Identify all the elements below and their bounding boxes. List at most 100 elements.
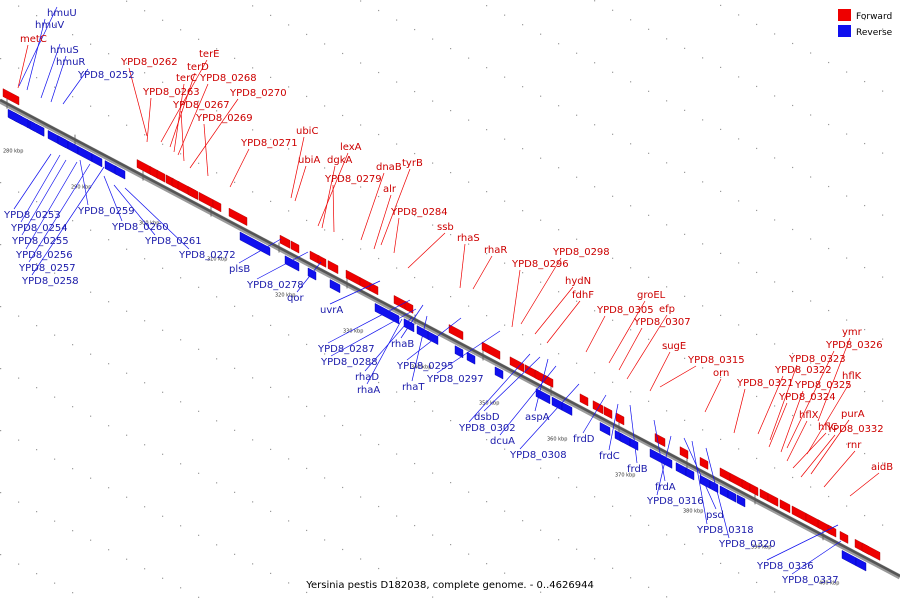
gene-hmuv-label[interactable]: hmuV [35, 20, 64, 31]
gene-ypd8-0324-label[interactable]: YPD8_0324 [778, 392, 836, 403]
gene-ypd8-0287-label[interactable]: YPD8_0287 [317, 344, 375, 355]
gene-ypd8-0307-label[interactable]: YPD8_0307 [633, 317, 691, 328]
gene-dcua-label[interactable]: dcuA [490, 436, 515, 447]
gene-frdd-label[interactable]: frdD [573, 434, 595, 445]
gene-efp-label[interactable]: efp [659, 304, 675, 315]
gene-ypd8-0256-label[interactable]: YPD8_0256 [15, 250, 73, 261]
gene-hflk-label[interactable]: hflK [842, 371, 862, 382]
gene-groel-label[interactable]: groEL [637, 290, 666, 301]
gene-ypd8-0272-leader [124, 187, 190, 250]
gene-ubia-leader [294, 165, 307, 202]
gene-ypd8-0302-label[interactable]: YPD8_0302 [458, 423, 516, 434]
gene-hmus-label[interactable]: hmuS [50, 45, 79, 56]
gene-hmur-label[interactable]: hmuR [56, 57, 85, 68]
gene-orn-label[interactable]: orn [713, 368, 729, 379]
gene-ypd8-0337-label[interactable]: YPD8_0337 [781, 575, 839, 586]
gene-dgka-label[interactable]: dgkA [327, 155, 352, 166]
gene-rhat-label[interactable]: rhaT [402, 382, 425, 393]
gene-tere-label[interactable]: terE [199, 49, 220, 60]
gene-ypd8-0258-label[interactable]: YPD8_0258 [21, 276, 79, 287]
gene-ypd8-0261-label[interactable]: YPD8_0261 [144, 236, 202, 247]
gene-rnr-label[interactable]: rnr [847, 440, 862, 451]
gene-terc-label[interactable]: terC [176, 73, 197, 84]
gene-ypd8-0252-label[interactable]: YPD8_0252 [77, 70, 135, 81]
gene-dsbd-label[interactable]: dsbD [474, 412, 500, 423]
gene-ypd8-0323-label[interactable]: YPD8_0323 [788, 354, 846, 365]
gene-hflc-label[interactable]: hflC [818, 422, 838, 433]
gene-ypd8-0269-label[interactable]: YPD8_0269 [195, 113, 253, 124]
gene-alr-label[interactable]: alr [383, 184, 397, 195]
gene-ypd8-0320-label[interactable]: YPD8_0320 [718, 539, 776, 550]
gene-suge-label[interactable]: sugE [662, 341, 686, 352]
gene-ypd8-0332-label[interactable]: YPD8_0332 [826, 424, 884, 435]
gene-ypd8-0316-label[interactable]: YPD8_0316 [646, 496, 704, 507]
gene-tyrb-label[interactable]: tyrB [402, 158, 423, 169]
gene-ypd8-0263-label[interactable]: YPD8_0263 [142, 87, 200, 98]
scale-tick-label: 380 kbp [683, 508, 703, 514]
gene-ypd8-0308-label[interactable]: YPD8_0308 [509, 450, 567, 461]
gene-ypd8-0315-label[interactable]: YPD8_0315 [687, 355, 745, 366]
grid-dot [252, 501, 254, 503]
gene-ypd8-0278-label[interactable]: YPD8_0278 [246, 280, 304, 291]
gene-frdb-label[interactable]: frdB [627, 464, 648, 475]
gene-ypd8-0260-label[interactable]: YPD8_0260 [111, 222, 169, 233]
gene-ypd8-0288-label[interactable]: YPD8_0288 [320, 357, 378, 368]
gene-ypd8-0279-label[interactable]: YPD8_0279 [324, 174, 382, 185]
gene-ypd8-0322-label[interactable]: YPD8_0322 [774, 365, 832, 376]
gene-ypd8-0305-label[interactable]: YPD8_0305 [596, 305, 654, 316]
grid-dot [306, 95, 308, 98]
gene-hydn-label[interactable]: hydN [565, 276, 591, 287]
gene-pura-label[interactable]: purA [841, 409, 865, 420]
gene-ymr-label[interactable]: ymr [842, 327, 863, 338]
grid-dot [450, 482, 452, 484]
gene-hmuu-label[interactable]: hmuU [47, 8, 77, 19]
gene-aidb-label[interactable]: aidB [871, 462, 893, 473]
gene-terd-label[interactable]: terD [187, 62, 209, 73]
gene-fdhf-label[interactable]: fdhF [572, 290, 594, 301]
gene-ypd8-0318-label[interactable]: YPD8_0318 [696, 525, 754, 536]
grid-dot [612, 505, 614, 507]
gene-ypd8-0297-label[interactable]: YPD8_0297 [426, 374, 484, 385]
gene-rhaa-label[interactable]: rhaA [357, 385, 380, 396]
gene-ypd8-0336-label[interactable]: YPD8_0336 [756, 561, 814, 572]
gene-ypd8-0296-label[interactable]: YPD8_0296 [511, 259, 569, 270]
gene-ypd8-0284-label[interactable]: YPD8_0284 [390, 207, 448, 218]
gene-rhas-label[interactable]: rhaS [457, 233, 480, 244]
grid-dot [540, 33, 542, 35]
gene-ypd8-0267-label[interactable]: YPD8_0267 [172, 100, 230, 111]
gene-ypd8-0271-label[interactable]: YPD8_0271 [240, 138, 298, 149]
gene-plsb-label[interactable]: plsB [229, 264, 250, 275]
gene-rhad-label[interactable]: rhaD [355, 372, 379, 383]
gene-ypd8-0295-label[interactable]: YPD8_0295 [396, 361, 454, 372]
gene-hflx-label[interactable]: hflX [799, 410, 819, 421]
gene-frdc-label[interactable]: frdC [599, 451, 620, 462]
gene-ypd8-0270-label[interactable]: YPD8_0270 [229, 88, 287, 99]
gene-ypd8-0254-label[interactable]: YPD8_0254 [10, 223, 68, 234]
gene-ypd8-0259-label[interactable]: YPD8_0259 [77, 206, 135, 217]
gene-ypd8-0272-label[interactable]: YPD8_0272 [178, 250, 236, 261]
gene-metc-label[interactable]: metC [20, 34, 47, 45]
gene-ypd8-0268-label[interactable]: YPD8_0268 [199, 73, 257, 84]
gene-ypd8-0255-label[interactable]: YPD8_0255 [11, 236, 69, 247]
gene-ypd8-0257-label[interactable]: YPD8_0257 [18, 263, 76, 274]
gene-ypd8-0262-label[interactable]: YPD8_0262 [120, 57, 178, 68]
gene-ubic-label[interactable]: ubiC [296, 126, 318, 137]
gene-ypd8-0253-label[interactable]: YPD8_0253 [3, 210, 61, 221]
gene-rhab-label[interactable]: rhaB [391, 339, 414, 350]
gene-ypd8-0325-label[interactable]: YPD8_0325 [794, 380, 852, 391]
grid-dot [432, 38, 434, 40]
gene-ypd8-0326-label[interactable]: YPD8_0326 [825, 340, 883, 351]
gene-qor-label[interactable]: qor [287, 293, 304, 304]
gene-ypd8-0321-label[interactable]: YPD8_0321 [736, 378, 794, 389]
gene-aspa-label[interactable]: aspA [525, 412, 550, 423]
gene-psd-label[interactable]: psd [706, 510, 724, 521]
gene-lexa-label[interactable]: lexA [340, 142, 362, 153]
gene-uvra-label[interactable]: uvrA [320, 305, 343, 316]
gene-frda-label[interactable]: frdA [655, 482, 676, 493]
gene-ypd8-0298-label[interactable]: YPD8_0298 [552, 247, 610, 258]
gene-ssb-label[interactable]: ssb [437, 222, 454, 233]
gene-ubia-label[interactable]: ubiA [298, 155, 320, 166]
gene-ypd8-0259-feature [29, 120, 45, 137]
gene-dnab-label[interactable]: dnaB [376, 162, 402, 173]
gene-rhar-label[interactable]: rhaR [484, 245, 507, 256]
